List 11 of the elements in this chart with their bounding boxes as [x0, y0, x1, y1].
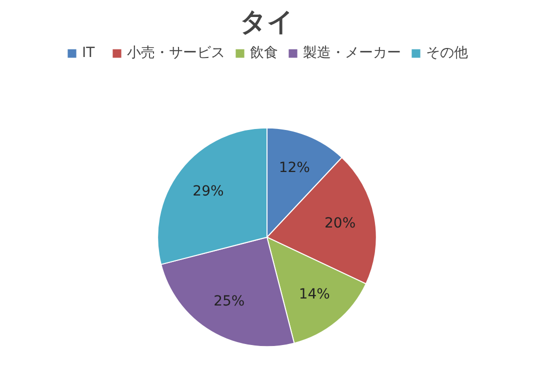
data-label: 20%	[324, 215, 356, 232]
data-label: 12%	[278, 160, 310, 176]
data-label: 25%	[214, 293, 245, 310]
legend-label: その他	[426, 44, 468, 62]
data-label: 29%	[192, 184, 224, 200]
data-label: 14%	[298, 286, 330, 303]
legend-label: 製造・メーカー	[303, 44, 401, 62]
legend-label: IT	[82, 45, 96, 61]
legend-label: 飲食	[250, 44, 278, 62]
legend-label: 小売・サービス	[127, 44, 225, 62]
chart-title: タイ	[240, 8, 294, 38]
